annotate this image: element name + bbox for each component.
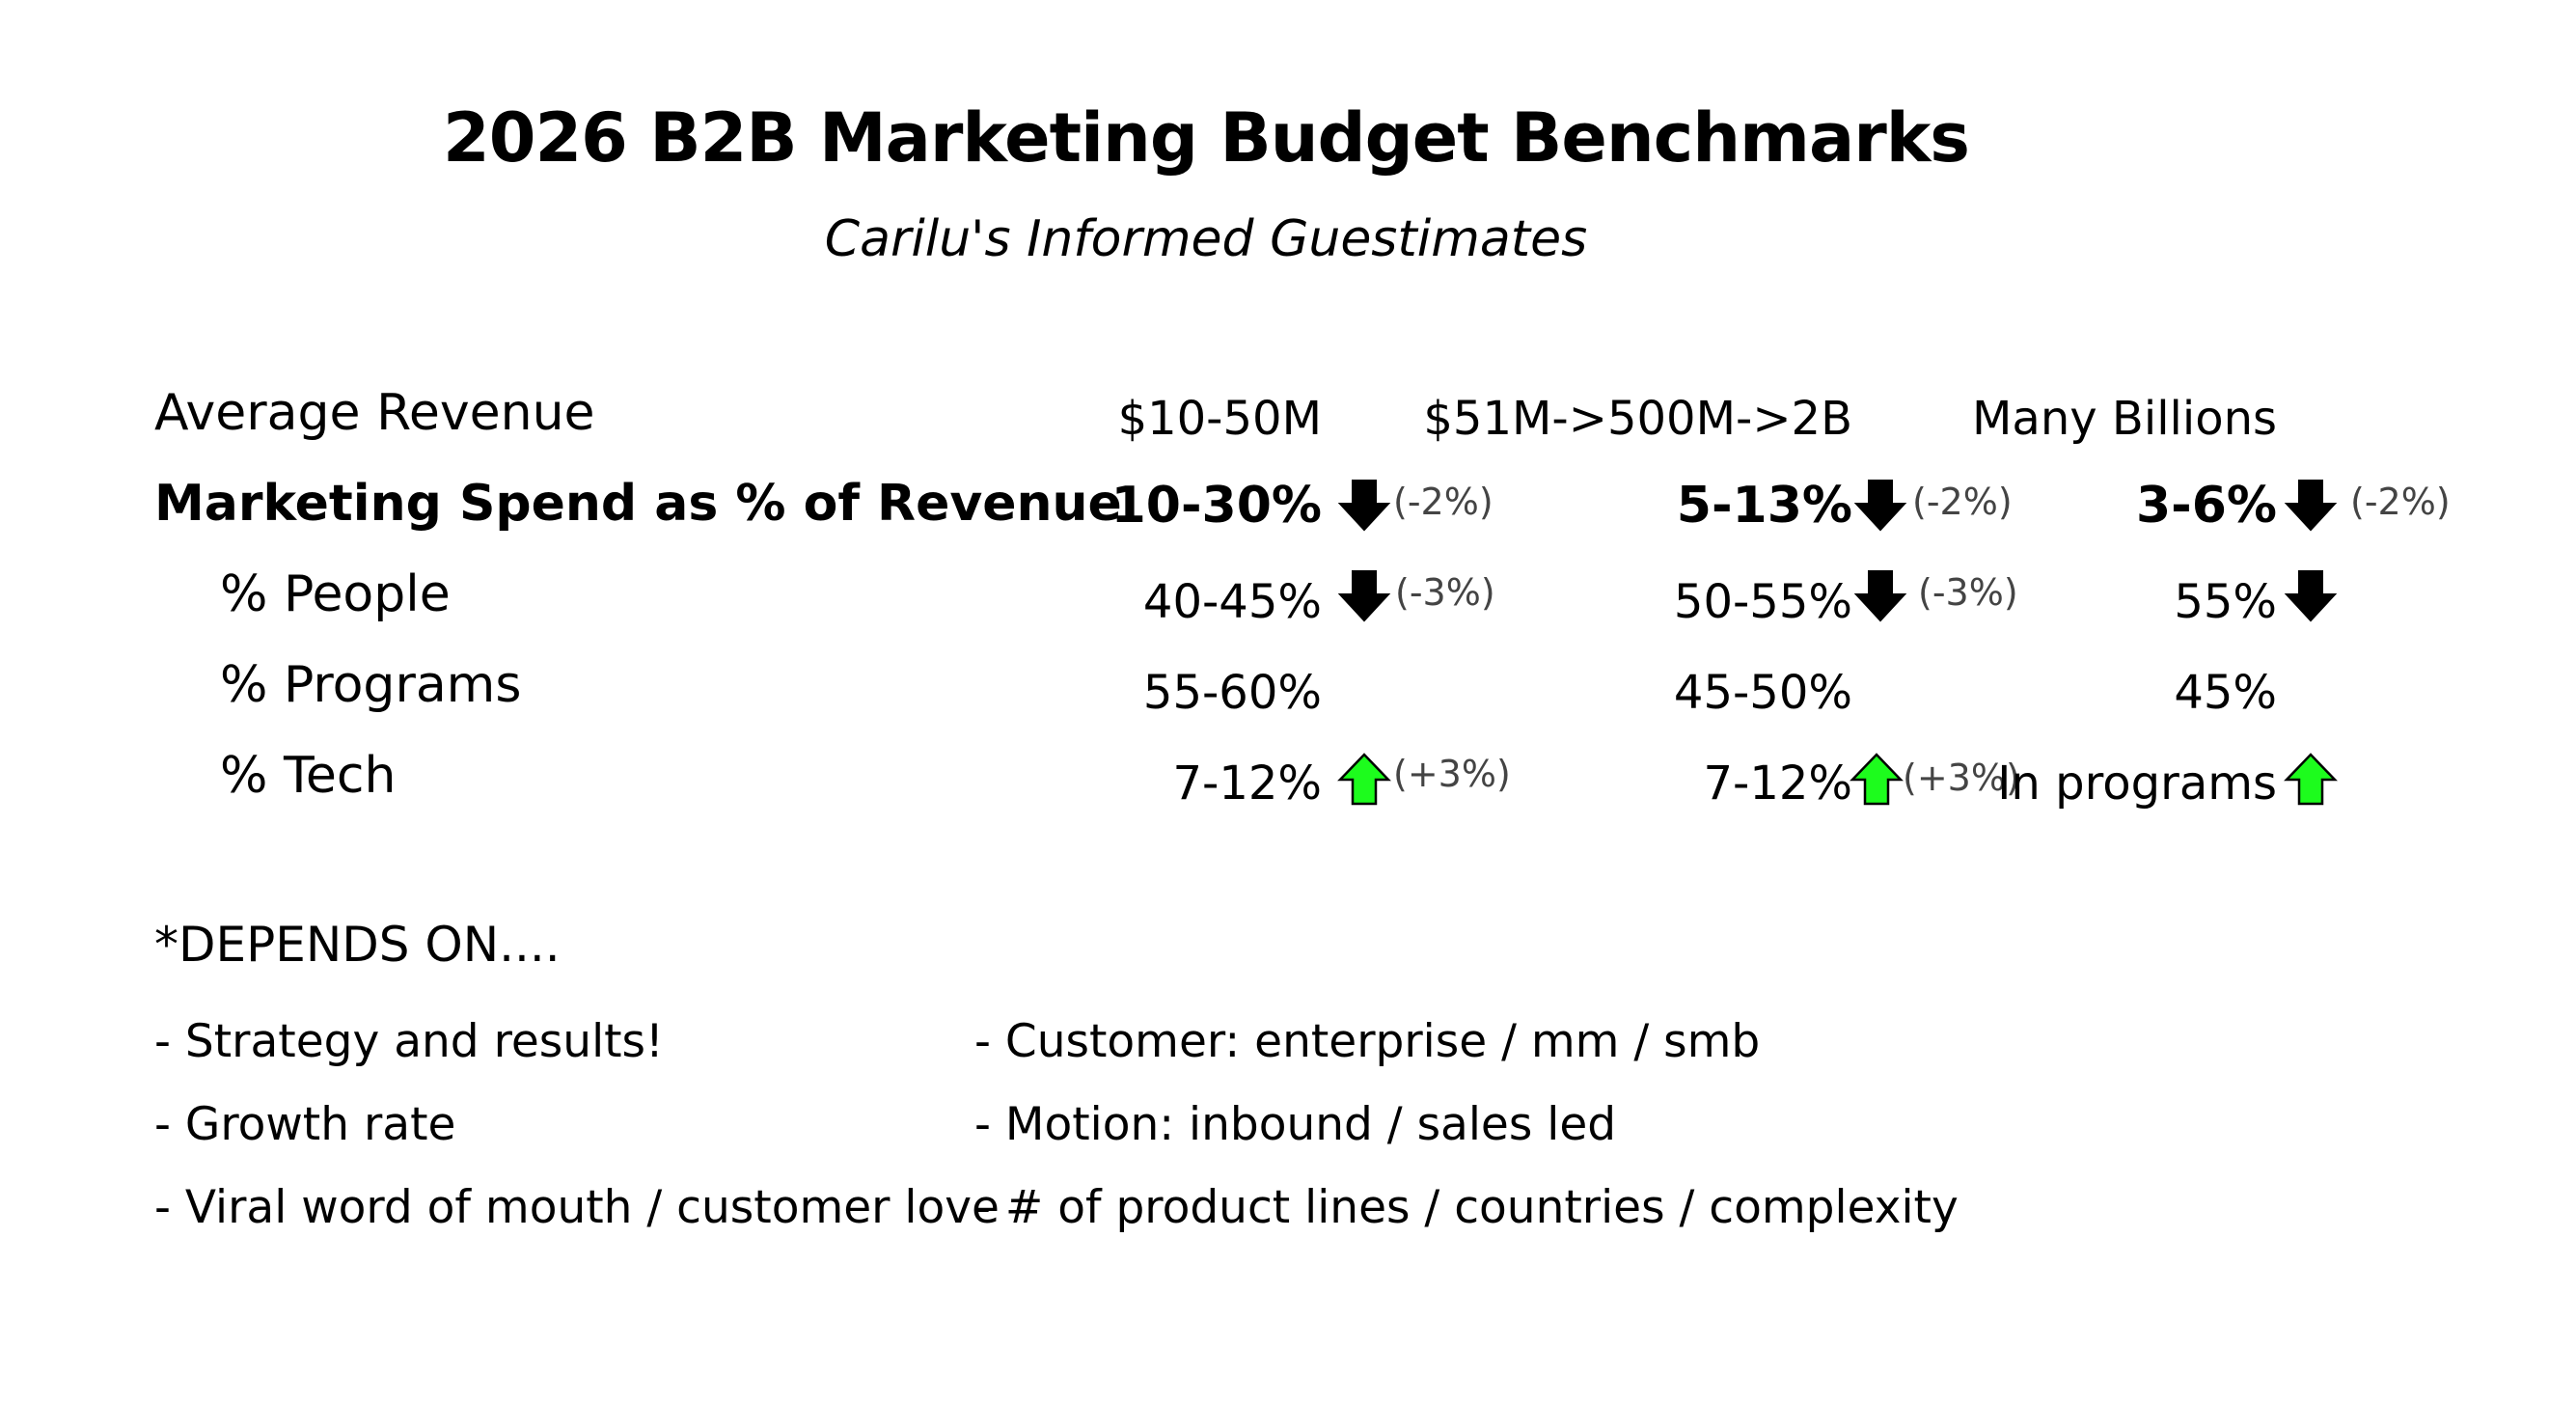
note-tech-col1: (+3%)	[1393, 753, 1511, 795]
arrow-down-icon	[1853, 480, 1907, 532]
cell-people-col2: 50-55%	[1673, 575, 1852, 629]
cell-tech-col1: 7-12%	[1172, 757, 1322, 811]
cell-people-col3: 55%	[2174, 575, 2277, 629]
depends-title: *DEPENDS ON....	[154, 917, 561, 973]
arrow-down-icon	[1337, 480, 1391, 532]
note-marketing-spend-col2: (-2%)	[1912, 481, 2013, 523]
header-col2: $51M->500M->2B	[1423, 392, 1852, 446]
arrow-down-icon	[2284, 570, 2338, 622]
cell-programs-col3: 45%	[2174, 666, 2277, 720]
cell-tech-col2: 7-12%	[1703, 757, 1852, 811]
row-label-tech: % Tech	[220, 747, 397, 805]
arrow-down-icon	[2284, 480, 2338, 532]
note-marketing-spend-col1: (-2%)	[1393, 481, 1494, 523]
note-tech-col2: (+3%)	[1903, 757, 2020, 799]
note-marketing-spend-col3: (-2%)	[2350, 481, 2451, 523]
note-people-col1: (-3%)	[1395, 571, 1495, 614]
header-col3: Many Billions	[1972, 392, 2277, 446]
depends-item-left: - Strategy and results!	[154, 1015, 664, 1068]
note-people-col2: (-3%)	[1918, 571, 2018, 614]
depends-item-right: - Motion: inbound / sales led	[974, 1098, 1617, 1151]
cell-marketing-spend-col1: 10-30%	[1110, 477, 1322, 535]
header-col1: $10-50M	[1117, 392, 1322, 446]
cell-tech-col3: In programs	[1997, 757, 2277, 811]
depends-item-left: - Growth rate	[154, 1098, 456, 1151]
cell-marketing-spend-col3: 3-6%	[2135, 477, 2277, 535]
row-label-people: % People	[220, 565, 451, 623]
arrow-up-icon	[1850, 753, 1904, 806]
page-subtitle: Carilu's Informed Guestimates	[824, 210, 1588, 268]
arrow-down-icon	[1337, 570, 1391, 622]
cell-marketing-spend-col2: 5-13%	[1676, 477, 1852, 535]
depends-item-right: - # of product lines / countries / compl…	[974, 1181, 1959, 1234]
cell-people-col1: 40-45%	[1142, 575, 1322, 629]
header-label: Average Revenue	[154, 384, 595, 442]
depends-item-right: - Customer: enterprise / mm / smb	[974, 1015, 1761, 1068]
depends-item-left: - Viral word of mouth / customer love	[154, 1181, 1000, 1234]
page-title: 2026 B2B Marketing Budget Benchmarks	[443, 98, 1970, 178]
arrow-down-icon	[1853, 570, 1907, 622]
row-label-programs: % Programs	[220, 656, 522, 714]
arrow-up-icon	[2284, 753, 2338, 806]
row-label-marketing-spend: Marketing Spend as % of Revenue	[154, 475, 1122, 533]
arrow-up-icon	[1337, 753, 1391, 806]
cell-programs-col1: 55-60%	[1142, 666, 1322, 720]
cell-programs-col2: 45-50%	[1673, 666, 1852, 720]
